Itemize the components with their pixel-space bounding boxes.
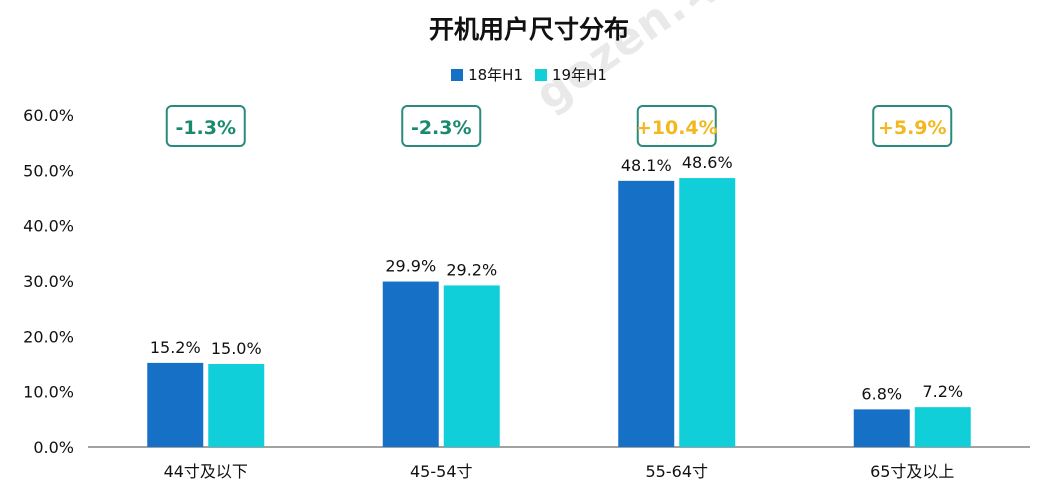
data-label: 48.6%	[682, 153, 733, 172]
value-labels: 15.2% 15.0% 29.9% 29.2% 48.1% 48.6% 6.8% 7.2%	[150, 153, 963, 403]
change-badge	[165, 105, 246, 147]
bar-series1	[618, 180, 675, 447]
x-tick-label: 44寸及以下	[164, 462, 248, 481]
legend-swatch-series1	[451, 68, 464, 81]
change-badge	[401, 105, 482, 147]
y-tick-label: 40.0%	[23, 217, 74, 236]
bar-series2	[679, 178, 736, 447]
y-tick-label: 0.0%	[33, 438, 74, 457]
y-tick-label: 10.0%	[23, 383, 74, 402]
x-tick-label: 45-54寸	[410, 462, 473, 481]
legend-swatch-series2	[535, 68, 547, 81]
change-badges: -1.3% -2.3% +10.4% +5.9%	[165, 105, 953, 147]
bar-series1	[853, 409, 910, 447]
x-tick-label: 65寸及以上	[870, 462, 954, 481]
y-tick-label: 20.0%	[23, 327, 74, 346]
data-label: 48.1%	[621, 156, 672, 175]
x-axis-tick-labels: 44寸及以下 45-54寸 55-64寸 65寸及以上	[164, 462, 955, 481]
change-badge-label: +5.9%	[878, 117, 947, 139]
x-tick-label: 55-64寸	[646, 462, 709, 481]
legend-item-series2: 19年H1	[535, 64, 607, 85]
data-label: 15.2%	[150, 338, 201, 357]
data-label: 29.2%	[446, 260, 497, 279]
y-tick-label: 30.0%	[23, 272, 74, 291]
bar-series2	[208, 364, 265, 447]
change-badge-label: -1.3%	[175, 117, 236, 139]
legend-label-series2: 19年H1	[552, 66, 607, 84]
bar-series1	[147, 362, 204, 447]
legend-label-series1: 18年H1	[468, 66, 523, 84]
change-badge-label: -2.3%	[411, 117, 472, 139]
legend: 18年H1 19年H1	[0, 64, 1058, 85]
data-label: 29.9%	[385, 257, 436, 276]
bar-series2	[443, 285, 500, 447]
change-badge-label: +10.4%	[636, 117, 718, 139]
change-badge	[636, 105, 717, 147]
bars	[147, 178, 971, 447]
bar-series1	[382, 281, 439, 447]
y-axis-tick-labels: 0.0% 10.0% 20.0% 30.0% 40.0% 50.0% 60.0%	[23, 106, 74, 457]
data-label: 6.8%	[861, 384, 902, 403]
change-badge	[872, 105, 953, 147]
bar-series2	[914, 407, 971, 447]
data-label: 7.2%	[922, 382, 963, 401]
chart-title: 开机用户尺寸分布	[428, 15, 629, 44]
legend-item-series1: 18年H1	[451, 64, 523, 85]
data-label: 15.0%	[211, 339, 262, 358]
y-tick-label: 50.0%	[23, 161, 74, 180]
y-tick-label: 60.0%	[23, 106, 74, 125]
